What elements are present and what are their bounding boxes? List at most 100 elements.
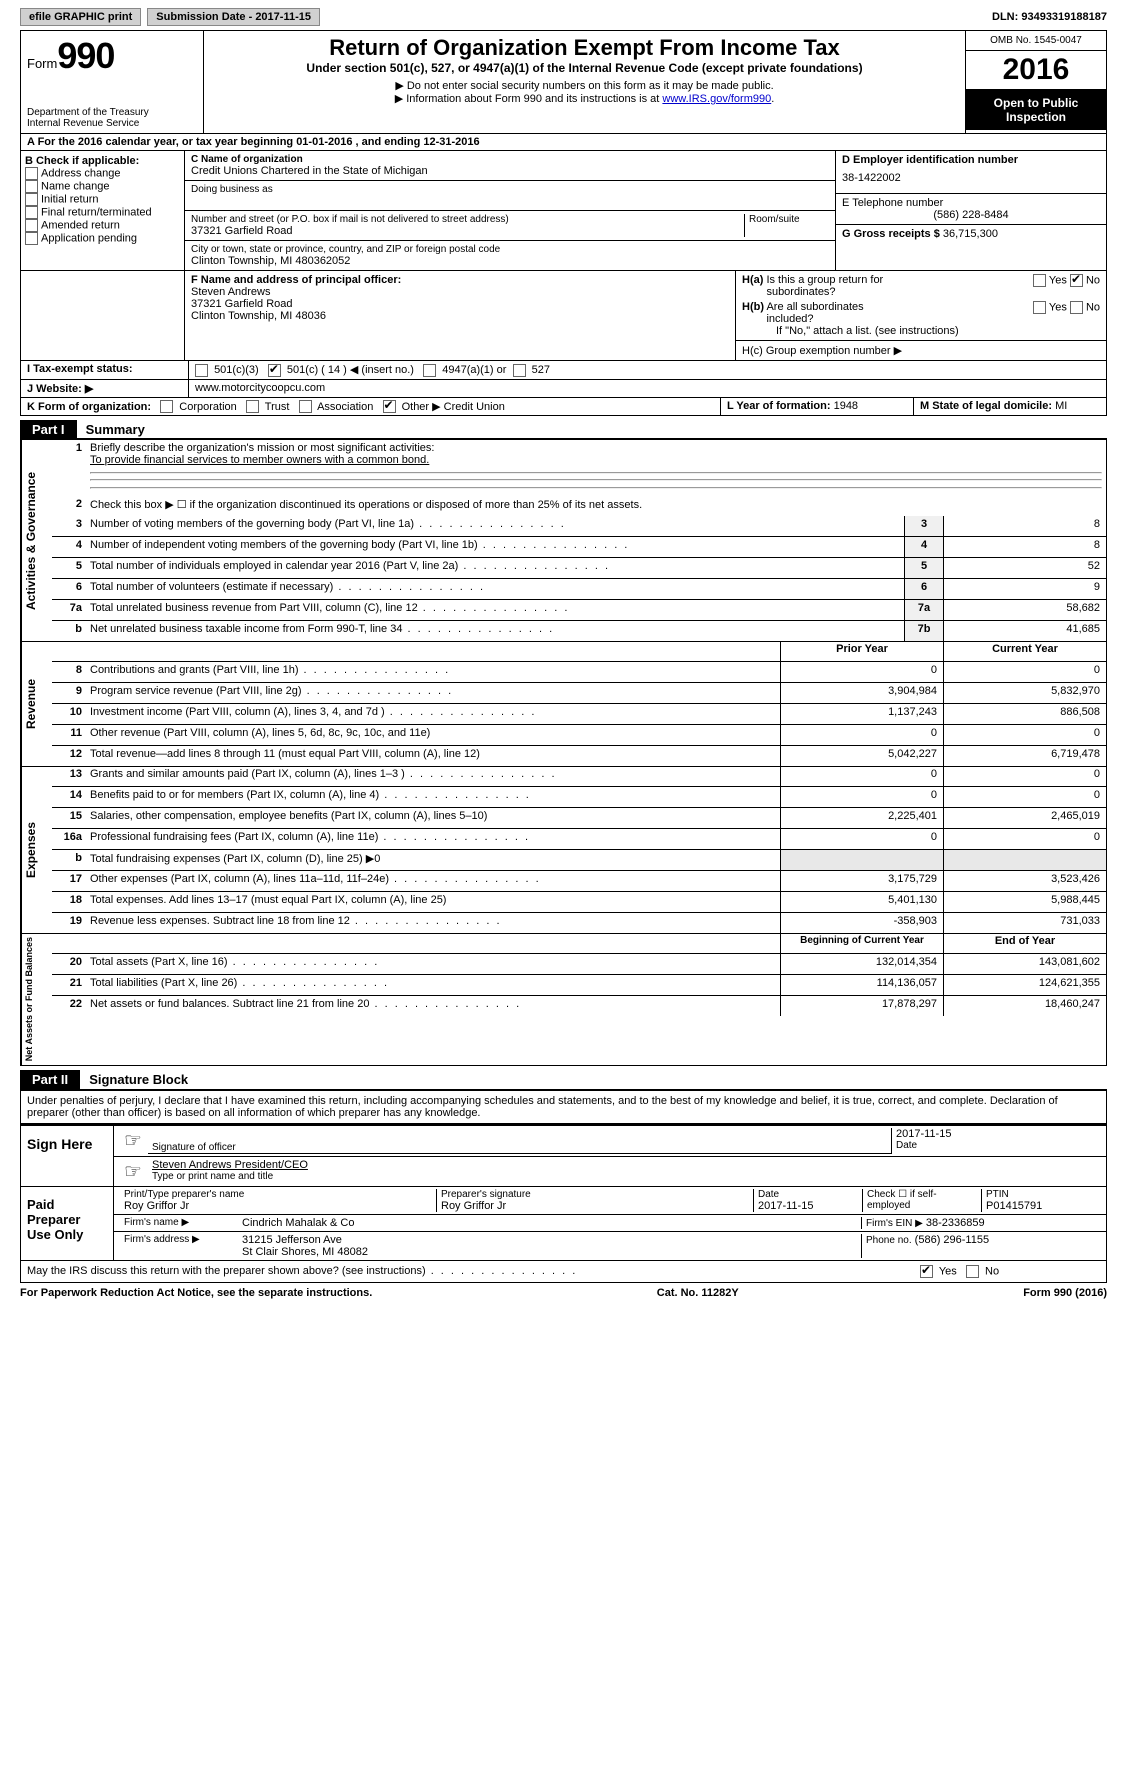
firm-city: St Clair Shores, MI 48082	[242, 1246, 857, 1258]
rev-8-prior: 0	[780, 662, 943, 682]
date-label: Date	[896, 1140, 1096, 1151]
chk-527[interactable]	[513, 364, 526, 377]
firm-ein: 38-2336859	[926, 1217, 985, 1229]
exp-13-curr: 0	[943, 766, 1106, 786]
exp-14-prior: 0	[780, 787, 943, 807]
preparer-name: Roy Griffor Jr	[124, 1200, 432, 1212]
officer-label: F Name and address of principal officer:	[191, 274, 729, 286]
signature-block: Sign Here ☞ Signature of officer 2017-11…	[20, 1124, 1107, 1283]
mission-text: To provide financial services to member …	[90, 454, 429, 466]
chk-final-return[interactable]: Final return/terminated	[25, 206, 180, 219]
street-label: Number and street (or P.O. box if mail i…	[191, 214, 744, 225]
tab-revenue: Revenue	[21, 641, 52, 766]
part1-title: Summary	[80, 422, 145, 437]
line2-text: Check this box ▶ ☐ if the organization d…	[86, 496, 1106, 516]
chk-assoc[interactable]	[299, 400, 312, 413]
room-suite-label: Room/suite	[744, 214, 829, 237]
chk-trust[interactable]	[246, 400, 259, 413]
hb-no[interactable]	[1070, 301, 1083, 314]
footer-left: For Paperwork Reduction Act Notice, see …	[20, 1287, 372, 1299]
hb-note: If "No," attach a list. (see instruction…	[736, 325, 1106, 340]
exp-17-curr: 3,523,426	[943, 871, 1106, 891]
sign-here-label: Sign Here	[21, 1126, 114, 1186]
summary-governance: Activities & Governance 1 Briefly descri…	[20, 438, 1107, 642]
discuss-yes[interactable]	[920, 1265, 933, 1278]
line-j: J Website: ▶ www.motorcitycoopcu.com	[20, 380, 1107, 398]
topbar: efile GRAPHIC print Submission Date - 20…	[20, 8, 1107, 26]
state-domicile: MI	[1055, 400, 1067, 412]
efile-print-button[interactable]: efile GRAPHIC print	[20, 8, 141, 26]
val-6: 9	[943, 579, 1106, 599]
officer-city: Clinton Township, MI 48036	[191, 310, 729, 322]
val-3: 8	[943, 516, 1106, 536]
net-21-end: 124,621,355	[943, 975, 1106, 995]
dept-treasury: Department of the Treasury	[27, 107, 197, 118]
chk-amended-return[interactable]: Amended return	[25, 219, 180, 232]
chk-name-change[interactable]: Name change	[25, 180, 180, 193]
exp-19-curr: 731,033	[943, 913, 1106, 933]
rev-8-curr: 0	[943, 662, 1106, 682]
website-value: www.motorcitycoopcu.com	[189, 380, 1106, 397]
org-name: Credit Unions Chartered in the State of …	[191, 165, 829, 177]
officer-street: 37321 Garfield Road	[191, 298, 729, 310]
dba-label: Doing business as	[191, 184, 829, 195]
self-employed-check[interactable]: Check ☐ if self-employed	[862, 1189, 981, 1212]
tab-expenses: Expenses	[21, 766, 52, 933]
col-begin: Beginning of Current Year	[780, 933, 943, 953]
dln-label: DLN: 93493319188187	[992, 11, 1107, 23]
line-k: K Form of organization: Corporation Trus…	[20, 398, 1107, 417]
exp-17-prior: 3,175,729	[780, 871, 943, 891]
phone-label: E Telephone number	[842, 197, 1100, 209]
year-formation: 1948	[834, 400, 858, 412]
chk-4947[interactable]	[423, 364, 436, 377]
irs-label: Internal Revenue Service	[27, 118, 197, 129]
col-current: Current Year	[943, 641, 1106, 661]
chk-other[interactable]	[383, 400, 396, 413]
val-7a: 58,682	[943, 600, 1106, 620]
submission-date-label: Submission Date - 2017-11-15	[147, 8, 320, 26]
part2-title: Signature Block	[83, 1072, 188, 1087]
chk-corp[interactable]	[160, 400, 173, 413]
page-footer: For Paperwork Reduction Act Notice, see …	[20, 1283, 1107, 1303]
summary-revenue: Revenue Prior YearCurrent Year 8Contribu…	[20, 641, 1107, 767]
form-prefix: Form	[27, 56, 57, 71]
chk-501c3[interactable]	[195, 364, 208, 377]
chk-initial-return[interactable]: Initial return	[25, 193, 180, 206]
discuss-question: May the IRS discuss this return with the…	[21, 1261, 914, 1282]
irs-link[interactable]: www.IRS.gov/form990	[662, 93, 771, 105]
paid-preparer-label: Paid Preparer Use Only	[21, 1187, 114, 1260]
chk-application-pending[interactable]: Application pending	[25, 232, 180, 245]
rev-10-prior: 1,137,243	[780, 704, 943, 724]
officer-name: Steven Andrews	[191, 286, 729, 298]
tax-year: 2016	[966, 51, 1106, 90]
officer-printed-name: Steven Andrews President/CEO	[152, 1159, 1096, 1171]
exp-18-prior: 5,401,130	[780, 892, 943, 912]
org-name-label: C Name of organization	[191, 154, 829, 165]
hb-label: H(b) Are all subordinates included?	[742, 301, 1033, 325]
gross-receipts-label: G Gross receipts $	[842, 228, 940, 240]
ha-yes[interactable]	[1033, 274, 1046, 287]
chk-address-change[interactable]: Address change	[25, 167, 180, 180]
discuss-no[interactable]	[966, 1265, 979, 1278]
line-i: I Tax-exempt status: 501(c)(3) 501(c) ( …	[20, 361, 1107, 380]
preparer-signature: Roy Griffor Jr	[441, 1200, 749, 1212]
ptin-value: P01415791	[986, 1200, 1096, 1212]
tab-governance: Activities & Governance	[21, 440, 52, 641]
ha-no[interactable]	[1070, 274, 1083, 287]
entity-block: B Check if applicable: Address change Na…	[20, 151, 1107, 271]
exp-16a-curr: 0	[943, 829, 1106, 849]
form-header: Form990 Department of the Treasury Inter…	[20, 30, 1107, 134]
hb-yes[interactable]	[1033, 301, 1046, 314]
summary-netassets: Net Assets or Fund Balances Beginning of…	[20, 933, 1107, 1066]
exp-15-curr: 2,465,019	[943, 808, 1106, 828]
public-inspection: Open to Public Inspection	[966, 90, 1106, 130]
officer-group-block: F Name and address of principal officer:…	[20, 271, 1107, 361]
rev-11-curr: 0	[943, 725, 1106, 745]
street-address: 37321 Garfield Road	[191, 225, 744, 237]
ein-value: 38-1422002	[842, 166, 1100, 190]
exp-14-curr: 0	[943, 787, 1106, 807]
rev-10-curr: 886,508	[943, 704, 1106, 724]
chk-501c[interactable]	[268, 364, 281, 377]
col-end: End of Year	[943, 933, 1106, 953]
firm-phone: (586) 296-1155	[915, 1234, 989, 1246]
